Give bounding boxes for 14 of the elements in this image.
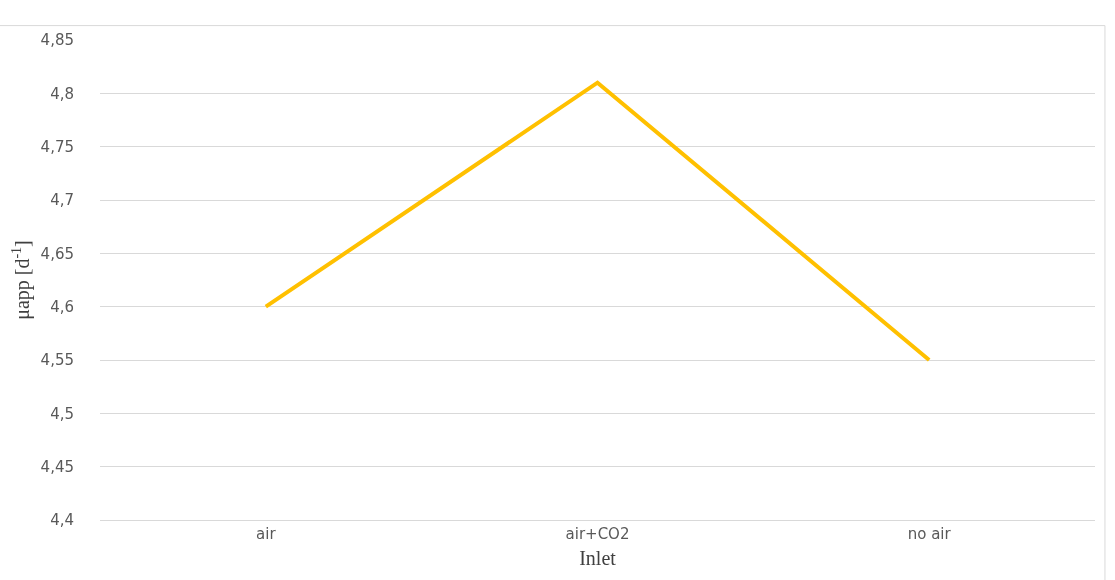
- x-tick-label: no air: [907, 525, 952, 543]
- y-tick-label: 4,7: [50, 191, 74, 210]
- x-axis-title: Inlet: [579, 546, 617, 569]
- y-tick-label: 4,65: [40, 244, 74, 263]
- x-tick-label: air: [256, 525, 277, 543]
- y-tick-label: 4,55: [40, 351, 74, 370]
- y-tick-label: 4,75: [40, 137, 74, 156]
- y-tick-label: 4,4: [50, 511, 74, 530]
- y-tick-label: 4,45: [40, 457, 74, 476]
- x-tick-label: air+CO2: [565, 525, 630, 543]
- y-tick-label: 4,85: [40, 31, 74, 50]
- y-tick-label: 4,6: [50, 297, 74, 316]
- y-tick-label: 4,8: [50, 84, 74, 103]
- y-tick-label: 4,5: [50, 404, 74, 423]
